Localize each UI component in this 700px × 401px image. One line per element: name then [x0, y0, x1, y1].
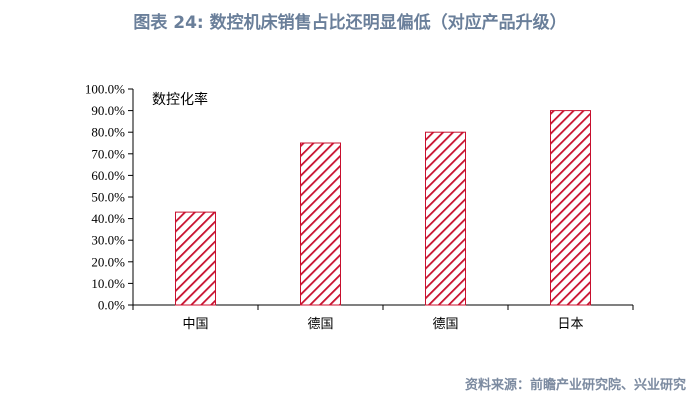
- y-tick-label: 10.0%: [91, 276, 125, 291]
- bar: [425, 131, 466, 306]
- bar: [550, 110, 591, 306]
- x-tick-label: 日本: [557, 317, 583, 332]
- bar: [300, 142, 341, 306]
- y-tick-label: 90.0%: [91, 103, 125, 118]
- bar: [175, 211, 216, 306]
- legend-label: 数控化率: [152, 91, 208, 108]
- x-tick-label: 德国: [432, 317, 458, 332]
- y-tick-label: 70.0%: [91, 146, 125, 161]
- y-tick-label: 80.0%: [91, 125, 125, 140]
- y-tick-label: 60.0%: [91, 168, 125, 183]
- y-tick-label: 30.0%: [91, 233, 125, 248]
- y-tick-label: 100.0%: [85, 82, 125, 97]
- y-tick-label: 50.0%: [91, 190, 125, 205]
- y-tick-label: 40.0%: [91, 211, 125, 226]
- y-tick-label: 20.0%: [91, 254, 125, 269]
- x-tick-label: 德国: [307, 317, 333, 332]
- y-tick-label: 0.0%: [98, 298, 125, 313]
- x-tick-label: 中国: [182, 317, 208, 332]
- chart-title: 图表 24: 数控机床销售占比还明显偏低（对应产品升级）: [133, 13, 567, 33]
- source-note: 资料来源：前瞻产业研究院、兴业研究: [464, 378, 686, 393]
